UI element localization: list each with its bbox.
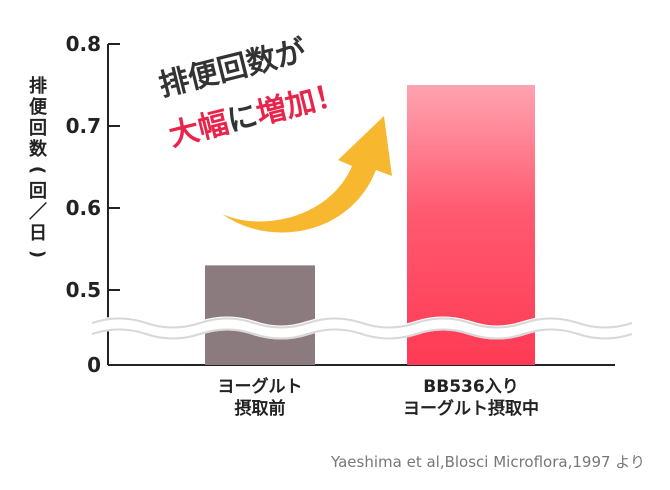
axis-break-line-bottom	[91, 328, 633, 340]
bar	[205, 265, 315, 365]
category-label: ヨーグルト摂取中	[403, 398, 539, 419]
y-axis-title-char: (	[27, 166, 48, 174]
category-label: ヨーグルト	[218, 376, 303, 397]
y-tick-label: 0.5	[66, 278, 101, 302]
y-axis-title: 排便回数(回／日)	[27, 75, 48, 258]
y-tick-label: 0	[87, 353, 101, 377]
increase-arrow-icon	[222, 116, 392, 233]
category-label: 摂取前	[235, 398, 286, 419]
y-ticks: 0.8 0.7 0.6 0.5 0	[66, 32, 120, 377]
y-axis-title-char: 回	[29, 118, 47, 139]
y-axis-title-char: 日	[29, 223, 47, 244]
increase-callout: 排便回数が 大幅に増加！	[155, 34, 348, 154]
y-axis-title-char: 便	[29, 96, 48, 118]
y-tick-label: 0.7	[66, 114, 101, 138]
y-tick-label: 0.8	[66, 32, 101, 56]
y-tick-label: 0.6	[66, 196, 101, 220]
callout-highlight-1: 大幅	[165, 105, 232, 153]
y-axis-title-char: 排	[29, 75, 47, 97]
callout-highlight-2: 増加	[253, 84, 320, 132]
category-label: BB536入り	[423, 377, 518, 397]
y-axis-title-char: ／	[29, 202, 47, 223]
y-axis-title-char: 回	[29, 181, 47, 202]
y-axis-title-char: 数	[29, 138, 48, 160]
axis-break-line-top	[91, 317, 633, 329]
axis-break-band	[85, 316, 639, 340]
y-axis-title-char: )	[27, 250, 48, 258]
source-citation: Yaeshima et al,Blosci Microflora,1997 より	[330, 453, 645, 471]
